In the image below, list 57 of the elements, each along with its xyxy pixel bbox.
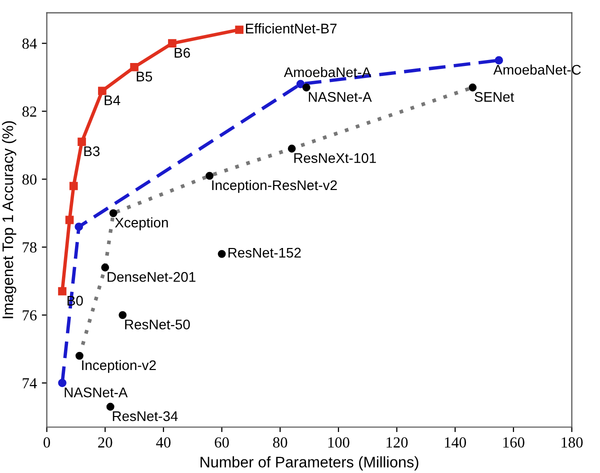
point: [74, 222, 84, 231]
annotation: B6: [174, 48, 190, 58]
x-tick-label: 20: [98, 437, 112, 448]
point: [78, 138, 86, 146]
annotation: ResNet-34: [112, 411, 178, 422]
annotation: EfficientNet-B7: [246, 23, 337, 34]
annotation: Xception: [115, 217, 168, 230]
x-tick-label: 100: [328, 437, 350, 448]
x-tick-label: 40: [156, 437, 171, 448]
annotation: ResNeXt-101: [294, 153, 376, 163]
point: [98, 86, 106, 96]
point: [65, 216, 74, 224]
y-tick-label: 76: [22, 310, 37, 320]
point: [76, 352, 84, 360]
point: [106, 402, 114, 411]
annotation: NASNet-A: [64, 388, 128, 398]
point: [302, 84, 310, 92]
point: [118, 311, 127, 319]
y-tick-label: 74: [22, 378, 37, 388]
point: [494, 56, 504, 64]
point: [235, 26, 244, 34]
annotation: NASNet-A: [308, 92, 372, 102]
point: [69, 182, 78, 190]
x-tick-label: 60: [214, 437, 229, 448]
x-tick-label: 180: [562, 437, 583, 448]
point: [58, 378, 66, 388]
annotation: ResNet-152: [228, 248, 301, 258]
annotation: ResNet-50: [125, 320, 190, 330]
point: [101, 264, 110, 272]
annotation: B5: [136, 72, 152, 82]
annotation: Inception-ResNet-v2: [212, 180, 337, 193]
point: [168, 39, 176, 48]
y-tick-label: 84: [22, 38, 37, 49]
annotation: SENet: [474, 92, 514, 102]
x-tick-label: 0: [44, 437, 50, 448]
point: [58, 287, 66, 296]
annotation: AmoebaNet-A: [284, 66, 372, 78]
x-tick-label: 80: [273, 437, 288, 448]
x-axis-title: Number of Parameters (Millions): [200, 456, 418, 470]
y-axis-title: Imagenet Top 1 Accuracy (%): [2, 121, 16, 318]
point: [288, 144, 296, 153]
point: [296, 80, 305, 88]
y-tick-label: 78: [22, 242, 36, 253]
point: [218, 250, 226, 258]
x-tick-label: 140: [445, 437, 466, 448]
annotation: B3: [84, 146, 100, 156]
y-tick-label: 82: [22, 106, 36, 117]
y-tick-label: 80: [22, 174, 36, 185]
point: [130, 62, 138, 72]
point: [468, 84, 477, 92]
x-tick-label: 120: [386, 437, 408, 448]
annotation: DenseNet-201: [108, 272, 196, 282]
annotation: Inception-v2: [82, 360, 156, 373]
point: [206, 172, 214, 180]
point: [109, 209, 118, 218]
x-tick-label: 160: [503, 437, 524, 448]
annotation: B4: [104, 96, 120, 106]
